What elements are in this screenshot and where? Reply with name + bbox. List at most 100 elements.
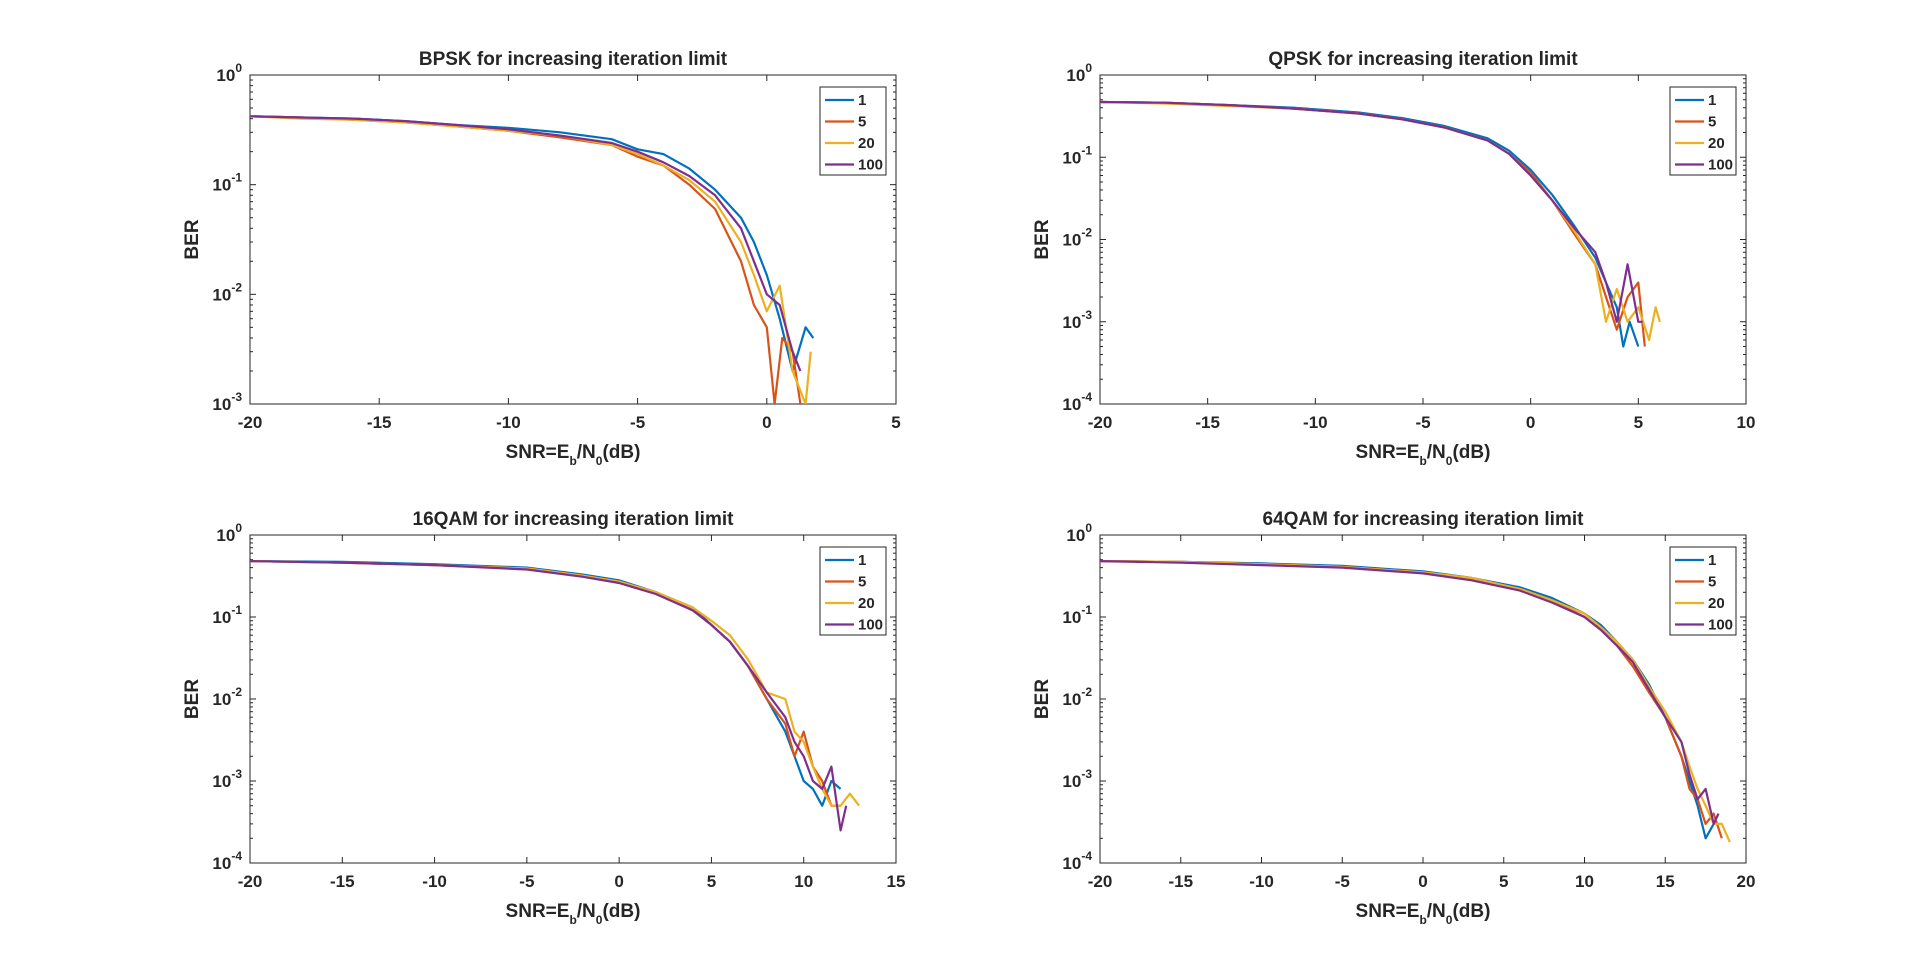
x-tick-label: 15: [1656, 872, 1675, 891]
x-tick-label: 10: [1575, 872, 1594, 891]
legend: 1 5 20 100: [819, 546, 887, 636]
x-tick-label: -10: [496, 413, 521, 432]
series-line-100: [1100, 560, 1720, 826]
axes-box: [1099, 534, 1747, 864]
chart-title: QPSK for increasing iteration limit: [1268, 49, 1578, 70]
subplot-1: -20 -15 -10 -5 0 5 100 10-1 10-2 10-3 BPSK for inc…: [182, 49, 901, 468]
subplot-2: -20 -15 -10 -5 0 5 10 100 10-1 10-2 10-3 10-4 QPSK f…: [1032, 49, 1755, 468]
y-axis-label: BER: [1032, 219, 1053, 259]
legend-entry: 5: [1708, 114, 1716, 131]
legend: 1 5 20 100: [819, 86, 887, 176]
x-axis-label: SNR=Eb/N0(dB): [506, 901, 641, 927]
x-tick-label: -10: [422, 872, 447, 891]
x-tick-label: 5: [891, 413, 900, 432]
x-tick-label: 5: [1634, 413, 1643, 432]
legend-entry: 1: [858, 92, 866, 109]
y-tick-label: 10-1: [1062, 143, 1092, 167]
x-tick-label: 15: [887, 872, 906, 891]
series-group: [1100, 560, 1731, 843]
x-axis-label: SNR=Eb/N0(dB): [1356, 442, 1491, 468]
x-tick-label: 0: [762, 413, 771, 432]
y-tick-label: 10-2: [1062, 685, 1092, 709]
x-axis-label: SNR=Eb/N0(dB): [506, 442, 641, 468]
subplot-3: -20 -15 -10 -5 0 5 10 1510010-110-210-310-416QA…: [182, 509, 905, 927]
x-tick-label: -20: [238, 872, 263, 891]
y-tick-label: 10-2: [1062, 226, 1092, 250]
x-tick-label: 10: [794, 872, 813, 891]
legend-entry: 20: [858, 595, 875, 612]
series-line-20: [250, 115, 812, 404]
legend-entry: 1: [1708, 552, 1716, 569]
x-tick-label: -20: [1088, 872, 1113, 891]
y-tick-label: 10-1: [212, 171, 242, 195]
chart-title: 16QAM for increasing iteration limit: [413, 509, 735, 530]
legend-entry: 1: [858, 552, 866, 569]
legend: 1 5 20 100: [1669, 546, 1737, 636]
legend-entry: 20: [858, 135, 875, 152]
legend-entry: 100: [858, 617, 883, 634]
y-tick-label: 10-1: [1062, 603, 1092, 627]
series-group: [1100, 100, 1661, 348]
legend-entry: 5: [858, 574, 866, 591]
axes-box: [249, 534, 897, 864]
axes-box: [1099, 74, 1747, 405]
legend-entry: 20: [1708, 135, 1725, 152]
x-tick-label: -15: [367, 413, 392, 432]
legend-entry: 1: [1708, 92, 1716, 109]
legend-entry: 20: [1708, 595, 1725, 612]
series-line-100: [1100, 100, 1643, 323]
x-tick-label: -15: [1195, 413, 1220, 432]
chart-title: 64QAM for increasing iteration limit: [1263, 509, 1585, 530]
x-tick-label: -15: [330, 872, 355, 891]
x-tick-label: -20: [1088, 413, 1113, 432]
y-tick-label: 10-2: [212, 685, 242, 709]
series-group: [250, 560, 860, 832]
legend-entry: 100: [1708, 157, 1733, 174]
legend-box: [1669, 546, 1737, 636]
x-tick-label: 0: [614, 872, 623, 891]
x-tick-label: -20: [238, 413, 263, 432]
y-tick-label: 10-4: [1062, 390, 1092, 414]
x-tick-label: -5: [630, 413, 645, 432]
y-tick-label: 10-3: [1062, 767, 1092, 791]
x-tick-label: 0: [1526, 413, 1535, 432]
subplot-4: -20 -15 -10 -5 0 5 10 15 2010010-110-210-310-464…: [1032, 509, 1755, 927]
x-tick-label: -10: [1249, 872, 1274, 891]
y-axis-label: BER: [1032, 679, 1053, 719]
x-tick-label: -10: [1303, 413, 1328, 432]
y-axis-label: BER: [182, 679, 203, 719]
x-tick-label: -15: [1168, 872, 1193, 891]
legend: 1 5 20 100: [1669, 86, 1737, 176]
y-tick-label: 10-4: [1062, 849, 1092, 873]
chart-title: BPSK for increasing iteration limit: [419, 49, 728, 70]
legend-box: [819, 546, 887, 636]
x-tick-label: -5: [519, 872, 534, 891]
legend-entry: 5: [1708, 574, 1716, 591]
x-tick-label: 5: [1499, 872, 1508, 891]
legend-entry: 100: [858, 157, 883, 174]
y-tick-label: 10-4: [212, 849, 242, 873]
y-tick-label: 100: [1066, 61, 1092, 85]
series-line-100: [250, 560, 848, 832]
y-tick-label: 100: [1066, 521, 1092, 545]
x-tick-label: 10: [1737, 413, 1756, 432]
axes-box: [249, 74, 897, 405]
series-line-100: [250, 115, 802, 372]
x-tick-label: -5: [1335, 872, 1350, 891]
series-group: [250, 115, 815, 404]
x-tick-label: 20: [1737, 872, 1756, 891]
y-tick-label: 10-1: [212, 603, 242, 627]
y-tick-label: 100: [216, 61, 242, 85]
y-tick-label: 10-3: [212, 390, 242, 414]
x-axis-label: SNR=Eb/N0(dB): [1356, 901, 1491, 927]
y-tick-label: 100: [216, 521, 242, 545]
x-tick-label: 0: [1418, 872, 1427, 891]
legend-entry: 100: [1708, 617, 1733, 634]
legend-box: [819, 86, 887, 176]
x-tick-label: -5: [1415, 413, 1430, 432]
y-tick-label: 10-3: [1062, 308, 1092, 332]
x-tick-label: 5: [707, 872, 716, 891]
y-tick-label: 10-3: [212, 767, 242, 791]
legend-entry: 5: [858, 114, 866, 131]
y-axis-label: BER: [182, 219, 203, 259]
